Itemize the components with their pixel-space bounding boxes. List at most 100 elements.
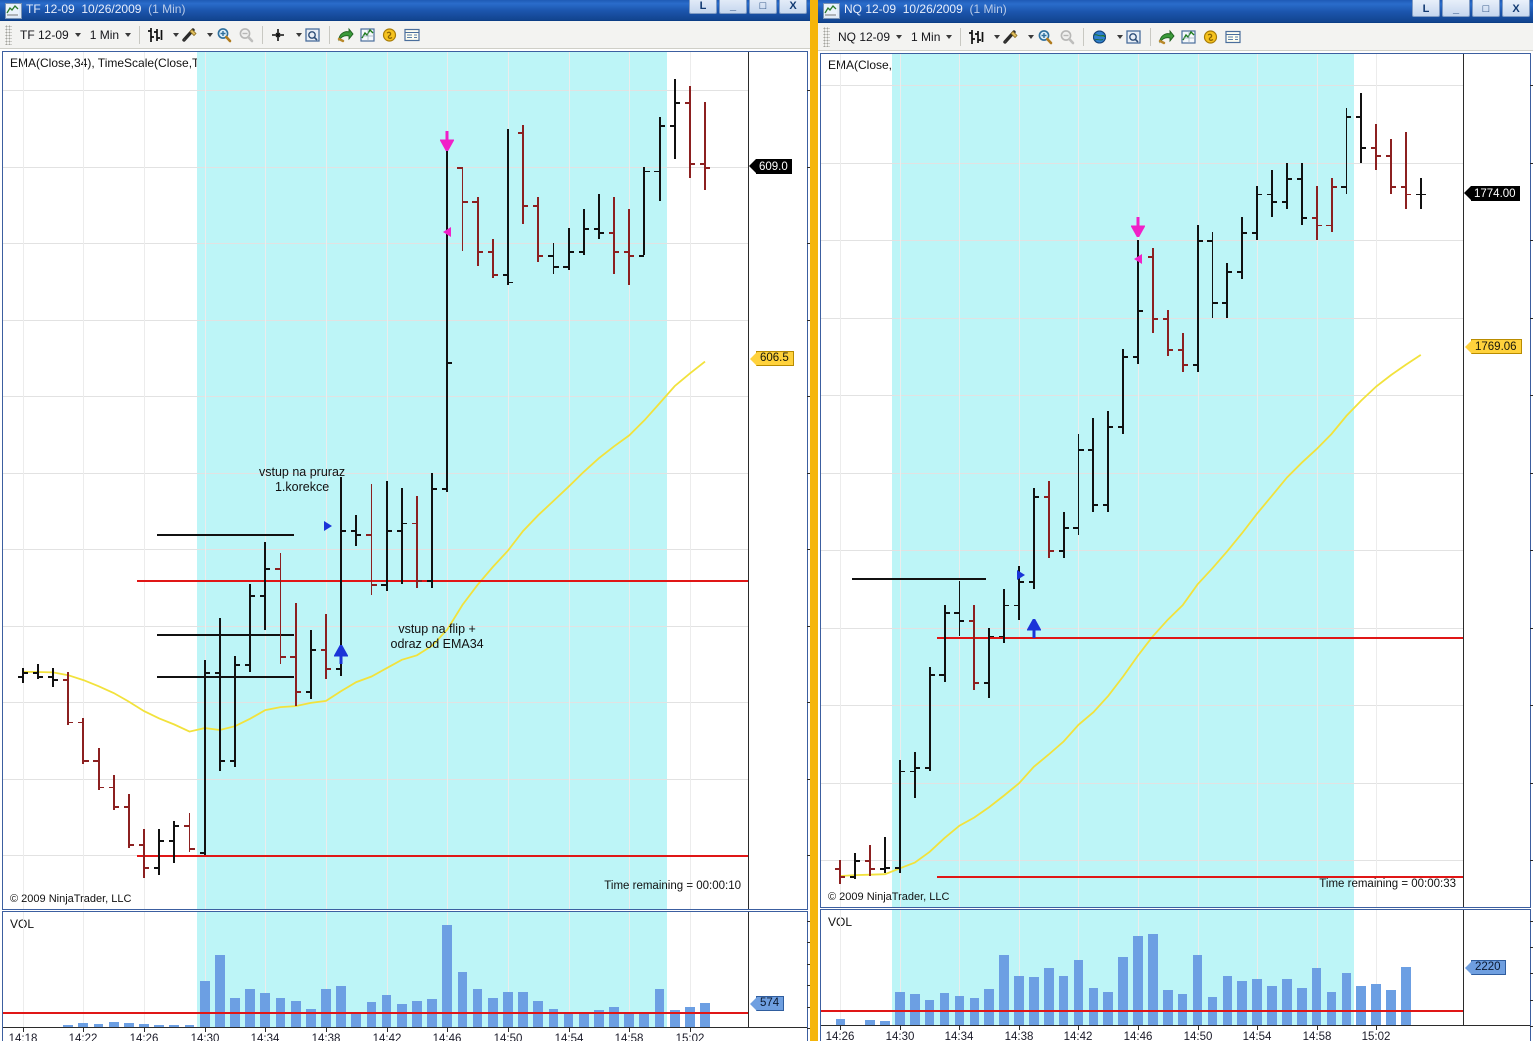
bar [643, 166, 646, 255]
volume-plot-area-nq[interactable] [821, 910, 1464, 1026]
volume-bar [924, 999, 935, 1026]
order-icon[interactable] [1200, 26, 1222, 47]
gridline [840, 910, 841, 1026]
bar-close [507, 281, 514, 284]
time-tick-label: 15:02 [675, 1033, 705, 1041]
session-highlight [892, 54, 1354, 907]
minimize-button[interactable]: _ [719, 0, 747, 14]
bar-close [68, 721, 74, 724]
toolbar-grip[interactable] [823, 26, 830, 47]
toolbar-grip[interactable] [5, 24, 12, 45]
ema-price-tag: 1769.06 [1465, 339, 1522, 355]
link-button[interactable]: L [689, 0, 717, 14]
bar [1152, 247, 1154, 334]
drawing-tools-icon[interactable] [179, 24, 201, 45]
volume-bar [593, 1009, 604, 1028]
bar-type-chevron-icon[interactable] [988, 26, 1001, 47]
drawing-tools-chevron-icon[interactable] [1022, 26, 1035, 47]
bar-close [1376, 154, 1382, 157]
price-axis-tf[interactable]: 600.0601.0602.0603.0604.0605.0606.0607.0… [748, 52, 810, 909]
bar-close [583, 227, 589, 230]
price-plot-area-tf[interactable]: vstup na pruraz 1.korekce vstup na flip + o… [3, 52, 749, 909]
volume-axis-tf[interactable]: 05001000150020002500574 [748, 912, 810, 1029]
volume-axis-nq[interactable]: 010002000300040002220 [1463, 910, 1533, 1027]
volume-plot-area-tf[interactable] [3, 912, 749, 1028]
bar-open [624, 250, 630, 253]
zoom-out-icon[interactable] [235, 24, 257, 45]
share-icon[interactable] [1156, 26, 1178, 47]
properties-icon[interactable] [1222, 26, 1244, 47]
instrument-selector[interactable]: NQ 12-09 [832, 27, 905, 47]
chart-icon [823, 3, 840, 19]
gridline [3, 549, 749, 550]
last-price-tag: 1774.00 [1464, 186, 1520, 202]
bar-close [1242, 232, 1248, 235]
zoom-out-icon[interactable] [1056, 26, 1078, 47]
last-volume-tag: 2220 [1465, 959, 1506, 975]
minimize-button[interactable]: _ [1442, 0, 1470, 17]
volume-bar [1148, 933, 1158, 1026]
properties-icon[interactable] [401, 24, 423, 45]
data-box-icon[interactable] [302, 24, 324, 45]
volume-bar [154, 1024, 165, 1028]
gridline [3, 167, 749, 168]
bar-type-icon[interactable] [966, 26, 988, 47]
price-axis-nq[interactable]: 1752.501755.001757.501760.001762.501765.… [1463, 54, 1533, 907]
interval-selector[interactable]: 1 Min [84, 25, 134, 45]
volume-chart-nq[interactable]: VOL 010002000300040002220 14:2614:3014:3… [820, 909, 1533, 1041]
indicators-icon[interactable] [1178, 26, 1200, 47]
volume-bar [969, 998, 980, 1026]
price-chart-nq[interactable]: EMA(Close,34), TimeScale(Close,True,1459… [820, 53, 1533, 908]
maximize-button[interactable]: □ [1472, 0, 1500, 17]
bar-open [1013, 604, 1019, 607]
time-axis-nq[interactable]: 14:26 14:30 14:34 14:38 14:42 14:46 14:50 14:54… [821, 1025, 1530, 1041]
bar-close [265, 568, 271, 571]
drawing-tools-chevron-icon[interactable] [201, 24, 214, 45]
order-icon[interactable] [379, 24, 401, 45]
titlebar-nq[interactable]: NQ 12-09 10/26/2009 (1 Min) L _ □ X [818, 0, 1533, 23]
share-icon[interactable] [335, 24, 357, 45]
bar [1181, 333, 1184, 372]
price-plot-area-nq[interactable] [821, 54, 1464, 907]
zoom-in-icon[interactable] [1034, 26, 1056, 47]
bar-open [593, 227, 599, 230]
globe-chevron-icon[interactable] [1111, 26, 1124, 47]
bar-close [144, 866, 150, 869]
support-line [137, 580, 749, 582]
bar [36, 664, 39, 680]
volume-chart-tf[interactable]: VOL 05001000150020002500574 14:1814:2214… [2, 911, 810, 1041]
titlebar-tf[interactable]: TF 12-09 10/26/2009 (1 Min) L _ □ X [0, 0, 810, 21]
bar-close [98, 786, 104, 789]
instrument-selector[interactable]: TF 12-09 [14, 25, 84, 45]
price-chart-tf[interactable]: EMA(Close,34), TimeScale(Close,True,1459… [2, 51, 810, 910]
copyright-nq: © 2009 NinjaTrader, LLC [828, 891, 950, 903]
chart-window-tf: TF 12-09 10/26/2009 (1 Min) L _ □ X TF 1… [0, 0, 810, 1041]
gridline [3, 626, 749, 627]
bar-close [944, 612, 950, 615]
zoom-in-icon[interactable] [213, 24, 235, 45]
close-button[interactable]: X [1502, 0, 1530, 17]
indicators-icon[interactable] [357, 24, 379, 45]
crosshair-icon[interactable] [268, 24, 290, 45]
bar-close [174, 824, 180, 827]
bar-close [1078, 449, 1084, 452]
bar-close [1152, 317, 1158, 320]
globe-icon[interactable] [1089, 26, 1111, 47]
bar-close [629, 254, 635, 257]
gridline [3, 396, 749, 397]
crosshair-chevron-icon[interactable] [290, 24, 303, 45]
long-signal-icon [1016, 570, 1025, 581]
bar-type-chevron-icon[interactable] [167, 24, 180, 45]
bar-type-icon[interactable] [145, 24, 167, 45]
volume-bar [1341, 973, 1352, 1026]
maximize-button[interactable]: □ [749, 0, 777, 14]
time-axis-tf[interactable]: 14:18 14:22 14:26 14:30 14:34 14:38 14:42 14:46… [3, 1027, 807, 1041]
bar-open [1341, 185, 1347, 188]
data-box-icon[interactable] [1123, 26, 1145, 47]
bar [1285, 162, 1288, 210]
drawing-tools-icon[interactable] [1000, 26, 1022, 47]
bar [188, 813, 191, 852]
link-button[interactable]: L [1412, 0, 1440, 17]
interval-selector[interactable]: 1 Min [905, 27, 955, 47]
close-button[interactable]: X [779, 0, 807, 14]
